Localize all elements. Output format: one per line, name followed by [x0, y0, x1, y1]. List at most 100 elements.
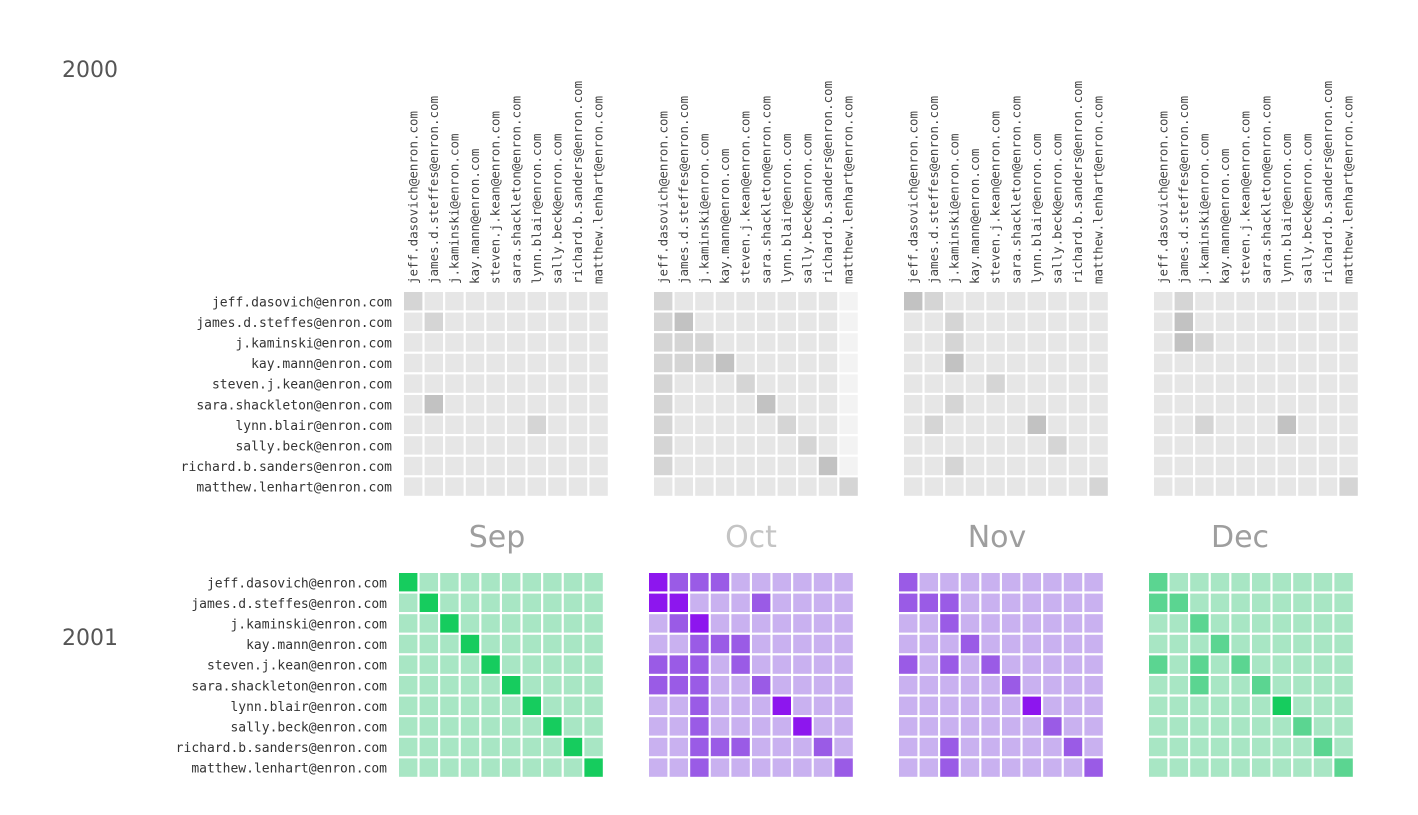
heatmap-cell	[904, 436, 923, 455]
heatmap-cell	[793, 573, 812, 592]
heatmap-cell	[1089, 477, 1108, 496]
heatmap-cell	[965, 312, 985, 331]
heatmap-cell	[690, 758, 709, 777]
heatmap-cell	[986, 395, 1005, 414]
heatmap-cell	[757, 292, 776, 311]
month-label-nov: Nov	[968, 520, 1027, 555]
heatmap-cell	[1236, 456, 1255, 476]
heatmap-cell	[736, 333, 755, 352]
heatmap-cell	[1252, 717, 1271, 736]
heatmap-cell	[772, 758, 791, 777]
heatmap-cell	[1215, 395, 1235, 414]
heatmap-cell	[589, 395, 608, 414]
heatmap-cell	[839, 395, 858, 414]
heatmap-cell	[960, 676, 980, 695]
row-label-james-d-steffes: james.d.steffes@enron.com	[191, 597, 387, 612]
heatmap-cell	[399, 758, 418, 777]
heatmap-cell	[1068, 292, 1088, 311]
heatmap-cell	[1298, 395, 1317, 414]
heatmap-cell	[1002, 614, 1021, 633]
heatmap-cell	[1257, 436, 1276, 455]
heatmap-cell	[736, 436, 755, 455]
heatmap-cell	[1277, 395, 1296, 414]
heatmap-cell	[460, 758, 480, 777]
heatmap-cell	[563, 573, 583, 592]
heatmap-cell	[1190, 676, 1209, 695]
heatmap-cell	[1068, 374, 1088, 393]
heatmap-cell	[904, 456, 923, 476]
heatmap-cell	[710, 758, 730, 777]
col-label-matthew-lenhart: matthew.lenhart@enron.com	[1091, 96, 1106, 284]
heatmap-cell	[654, 395, 673, 414]
heatmap-cell	[1043, 614, 1062, 633]
heatmap-cell	[1007, 415, 1026, 434]
heatmap-cell	[818, 353, 838, 373]
heatmap-cell	[1043, 593, 1062, 612]
heatmap-cell	[589, 292, 608, 311]
heatmap-cell	[960, 593, 980, 612]
heatmap-cell	[674, 436, 693, 455]
heatmap-cell	[1043, 655, 1062, 674]
col-label-richard-b-sanders: richard.b.sanders@enron.com	[570, 81, 585, 284]
heatmap-cell	[899, 737, 918, 757]
heatmap-cell	[568, 456, 588, 476]
heatmap-cell	[752, 737, 771, 757]
heatmap-cell	[1334, 573, 1353, 592]
heatmap-cell	[674, 333, 693, 352]
col-label-steven-j-kean: steven.j.kean@enron.com	[488, 111, 503, 284]
heatmap-cell	[1293, 655, 1312, 674]
col-label-richard-b-sanders: richard.b.sanders@enron.com	[1320, 81, 1335, 284]
heatmap-cell	[445, 436, 464, 455]
heatmap-cell	[584, 696, 603, 715]
heatmap-cell	[1215, 353, 1235, 373]
heatmap-cell	[1257, 456, 1276, 476]
heatmap-cell	[986, 353, 1005, 373]
heatmap-cell	[445, 353, 464, 373]
heatmap-cell	[736, 456, 755, 476]
heatmap-cell	[502, 676, 521, 695]
heatmap-cell	[1272, 676, 1291, 695]
heatmap-cell	[945, 415, 964, 434]
col-label-matthew-lenhart: matthew.lenhart@enron.com	[841, 96, 856, 284]
heatmap-cell	[1043, 737, 1062, 757]
heatmap-cell	[798, 374, 817, 393]
heatmap-cell	[527, 353, 546, 373]
heatmap-cell	[481, 655, 500, 674]
heatmap-cell	[568, 292, 588, 311]
heatmap-cell	[813, 634, 833, 654]
heatmap-cell	[1252, 737, 1271, 757]
heatmap-cell	[1195, 312, 1214, 331]
heatmap-cell	[731, 634, 750, 654]
matrices-2000: jeff.dasovich@enron.com james.d.steffes@e…	[181, 81, 1358, 496]
heatmap-cell	[695, 333, 714, 352]
heatmap-cell	[404, 292, 423, 311]
heatmap-cell	[777, 436, 796, 455]
col-label-sally-beck: sally.beck@enron.com	[1300, 133, 1315, 284]
heatmap-cell	[772, 573, 791, 592]
heatmap-cell	[445, 374, 464, 393]
heatmap-cell	[674, 456, 693, 476]
heatmap-cell	[522, 737, 541, 757]
heatmap-cell	[1277, 292, 1296, 311]
heatmap-cell	[424, 333, 443, 352]
heatmap-cell	[465, 436, 485, 455]
heatmap-cell	[818, 436, 838, 455]
heatmap-cell	[1313, 614, 1333, 633]
heatmap-cell	[834, 737, 853, 757]
heatmap-cell	[757, 477, 776, 496]
heatmap-cell	[777, 333, 796, 352]
heatmap-cell	[674, 312, 693, 331]
heatmap-cell	[1215, 292, 1235, 311]
heatmap-cell	[919, 634, 938, 654]
heatmap-cell	[839, 477, 858, 496]
heatmap-cell	[502, 614, 521, 633]
heatmap-cell	[839, 333, 858, 352]
heatmap-cell	[981, 593, 1000, 612]
heatmap-cell	[690, 655, 709, 674]
heatmap-cell	[1022, 614, 1041, 633]
heatmap-cell	[1089, 395, 1108, 414]
heatmap-cell	[1174, 477, 1193, 496]
col-label-steven-j-kean: steven.j.kean@enron.com	[1238, 111, 1253, 284]
col-label-lynn-blair: lynn.blair@enron.com	[529, 133, 544, 284]
col-label-james-d-steffes: james.d.steffes@enron.com	[926, 96, 941, 284]
